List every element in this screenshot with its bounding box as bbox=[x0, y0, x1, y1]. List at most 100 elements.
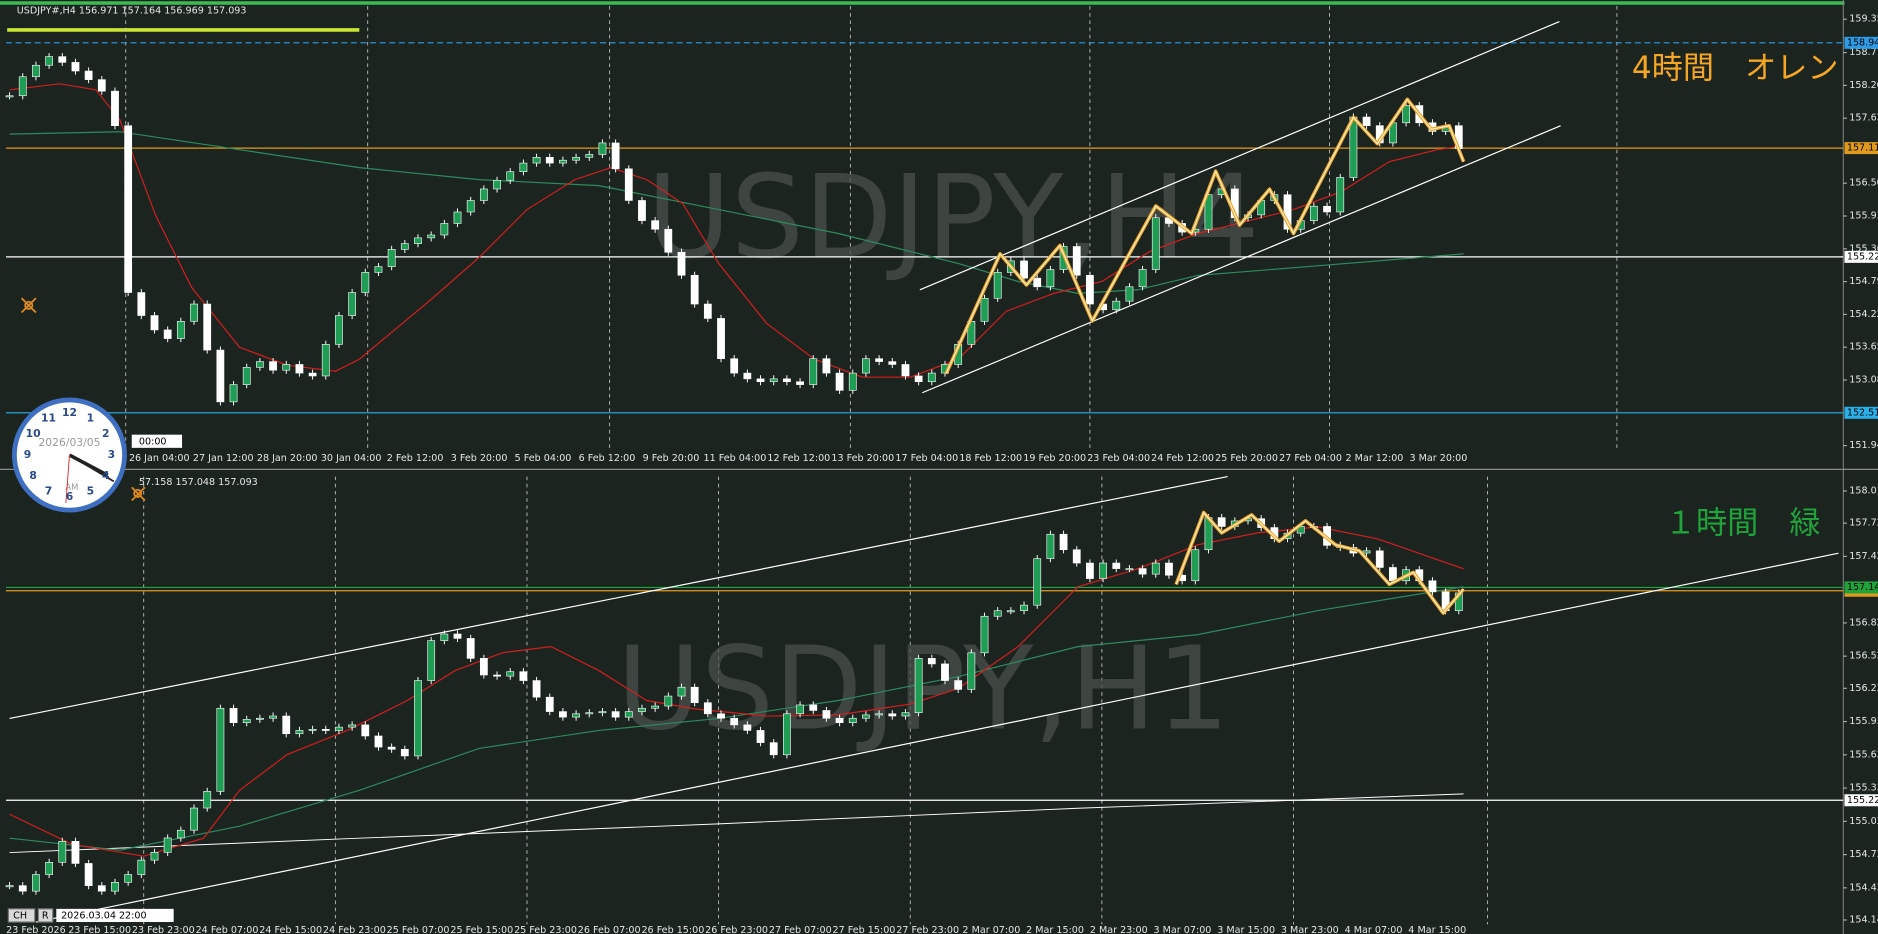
candle bbox=[58, 840, 67, 863]
candle bbox=[124, 874, 133, 883]
y-tick-label: 156.52 bbox=[1849, 651, 1878, 662]
x-tick-label: 2 Feb 12:00 bbox=[387, 453, 444, 464]
candle bbox=[796, 381, 804, 385]
level-label: 155.22 bbox=[1847, 251, 1878, 262]
x-tick-label: 4 Mar 07:00 bbox=[1345, 925, 1403, 934]
x-tick-label: 17 Feb 04:00 bbox=[895, 453, 958, 464]
candle bbox=[150, 315, 159, 331]
y-tick-label: 159.35 bbox=[1849, 14, 1878, 25]
button[interactable] bbox=[7, 908, 36, 923]
candle bbox=[690, 686, 699, 704]
button-label[interactable]: CH bbox=[13, 911, 27, 922]
candle bbox=[796, 704, 804, 715]
x-tick-label: 18 Feb 12:00 bbox=[959, 453, 1022, 464]
minute-hand bbox=[69, 454, 115, 483]
candle bbox=[651, 220, 660, 230]
candle bbox=[1099, 562, 1107, 579]
candle bbox=[400, 748, 409, 757]
clock-numeral: 11 bbox=[41, 412, 56, 425]
candle bbox=[848, 717, 857, 723]
candle bbox=[137, 292, 146, 316]
button-label[interactable]: R bbox=[42, 911, 49, 922]
candle bbox=[545, 157, 554, 164]
candle bbox=[638, 200, 646, 221]
x-tick-label: 3 Feb 20:00 bbox=[451, 453, 508, 464]
candle bbox=[1323, 205, 1331, 213]
candle bbox=[414, 680, 422, 757]
candle bbox=[1309, 205, 1318, 221]
candle bbox=[111, 90, 119, 126]
x-tick-label: 27 Feb 23:00 bbox=[896, 925, 959, 934]
candle bbox=[414, 237, 422, 244]
candle bbox=[466, 200, 475, 213]
candle bbox=[71, 840, 80, 864]
object-icon bbox=[20, 297, 37, 314]
x-tick-label: 9 Feb 20:00 bbox=[643, 453, 700, 464]
x-tick-label: 25 Feb 07:00 bbox=[387, 925, 450, 934]
y-tick-label: 155.03 bbox=[1849, 816, 1878, 827]
candle bbox=[1375, 550, 1384, 568]
candle bbox=[216, 707, 225, 792]
candle bbox=[45, 56, 53, 66]
x-tick-label: 2 Mar 12:00 bbox=[1346, 453, 1404, 464]
candle bbox=[1046, 533, 1055, 559]
candle bbox=[809, 704, 818, 711]
candle bbox=[97, 79, 106, 92]
button[interactable] bbox=[37, 908, 54, 923]
candle bbox=[1151, 217, 1160, 270]
y-tick-label: 154.79 bbox=[1849, 276, 1878, 287]
candle bbox=[1362, 550, 1371, 554]
candle bbox=[624, 168, 633, 201]
candle bbox=[822, 710, 831, 719]
candle bbox=[717, 318, 725, 360]
candle bbox=[1020, 604, 1028, 612]
x-tick-label: 4 Mar 15:00 bbox=[1408, 925, 1466, 934]
y-tick-label: 157.42 bbox=[1849, 551, 1878, 562]
candle bbox=[466, 638, 475, 659]
y-tick-label: 153.65 bbox=[1849, 342, 1878, 353]
x-tick-label: 2 Mar 23:00 bbox=[1090, 925, 1148, 934]
second-hand bbox=[65, 454, 70, 503]
drawings bbox=[9, 21, 1839, 923]
candle bbox=[545, 696, 554, 712]
level-tag bbox=[1844, 36, 1878, 49]
y-tick-label: 158.77 bbox=[1849, 47, 1878, 58]
levels bbox=[5, 42, 1844, 801]
candle bbox=[519, 671, 528, 681]
candle bbox=[493, 180, 501, 190]
x-tick-label: 12 Feb 12:00 bbox=[767, 453, 830, 464]
x-tick-label: 26 Feb 23:00 bbox=[705, 925, 768, 934]
watermark: USDJPY,H1 bbox=[617, 623, 1230, 757]
candle bbox=[585, 154, 594, 158]
candle bbox=[782, 378, 791, 383]
candle bbox=[822, 358, 831, 374]
x-tick-label: 11 Feb 04:00 bbox=[703, 453, 766, 464]
candle bbox=[400, 243, 409, 250]
candle bbox=[479, 188, 488, 201]
candle bbox=[1086, 562, 1094, 579]
candle bbox=[348, 724, 357, 728]
level-tag bbox=[1844, 794, 1878, 807]
candle bbox=[1086, 274, 1094, 305]
candle bbox=[1402, 105, 1410, 124]
candle bbox=[611, 142, 620, 170]
candle bbox=[993, 610, 1002, 617]
level-tag bbox=[1844, 250, 1878, 263]
chart-header: 57.158 157.048 157.093 bbox=[139, 477, 258, 488]
candle bbox=[875, 358, 884, 362]
candle bbox=[901, 712, 910, 717]
y-tick-label: 151.94 bbox=[1849, 440, 1878, 451]
candle bbox=[1389, 567, 1397, 582]
candle bbox=[769, 378, 778, 383]
clock-numeral: 3 bbox=[108, 448, 116, 461]
candle bbox=[532, 680, 541, 698]
candle bbox=[387, 746, 396, 750]
candle bbox=[335, 726, 343, 731]
candle bbox=[585, 712, 594, 715]
candle bbox=[638, 707, 646, 712]
candle bbox=[967, 652, 976, 690]
candle bbox=[506, 171, 515, 181]
zigzag-inner bbox=[1175, 511, 1464, 614]
